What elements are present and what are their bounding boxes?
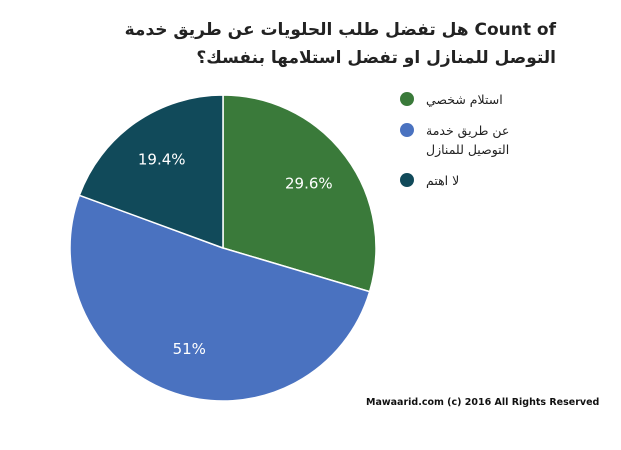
value-label: 19.4% (138, 151, 186, 169)
footer: Mawaarid.com (c) 2016 All Rights Reserve… (366, 397, 600, 408)
legend-label: استلام شخصي (426, 92, 503, 107)
pie-slice (69, 194, 371, 402)
pie-slice (78, 94, 224, 250)
legend-label: لا اهتم (426, 173, 460, 188)
legend-label: عن طريق خدمة التوصيل للمنازل (426, 123, 510, 157)
legend-marker (400, 92, 414, 106)
legend-marker (400, 123, 414, 137)
value-label: 51% (173, 340, 206, 358)
pie-slice (222, 94, 377, 293)
legend-item: عن طريق خدمة التوصيل للمنازل (400, 121, 540, 159)
legend-marker (400, 173, 414, 187)
value-label: 29.6% (285, 174, 333, 192)
chart-title: Count of هل تفضل طلب الحلويات عن طريق خد… (124, 20, 556, 68)
legend: استلام شخصي عن طريق خدمة التوصيل للمنازل ل… (400, 90, 540, 202)
legend-item: استلام شخصي (400, 90, 540, 109)
legend-item: لا اهتم (400, 171, 540, 190)
